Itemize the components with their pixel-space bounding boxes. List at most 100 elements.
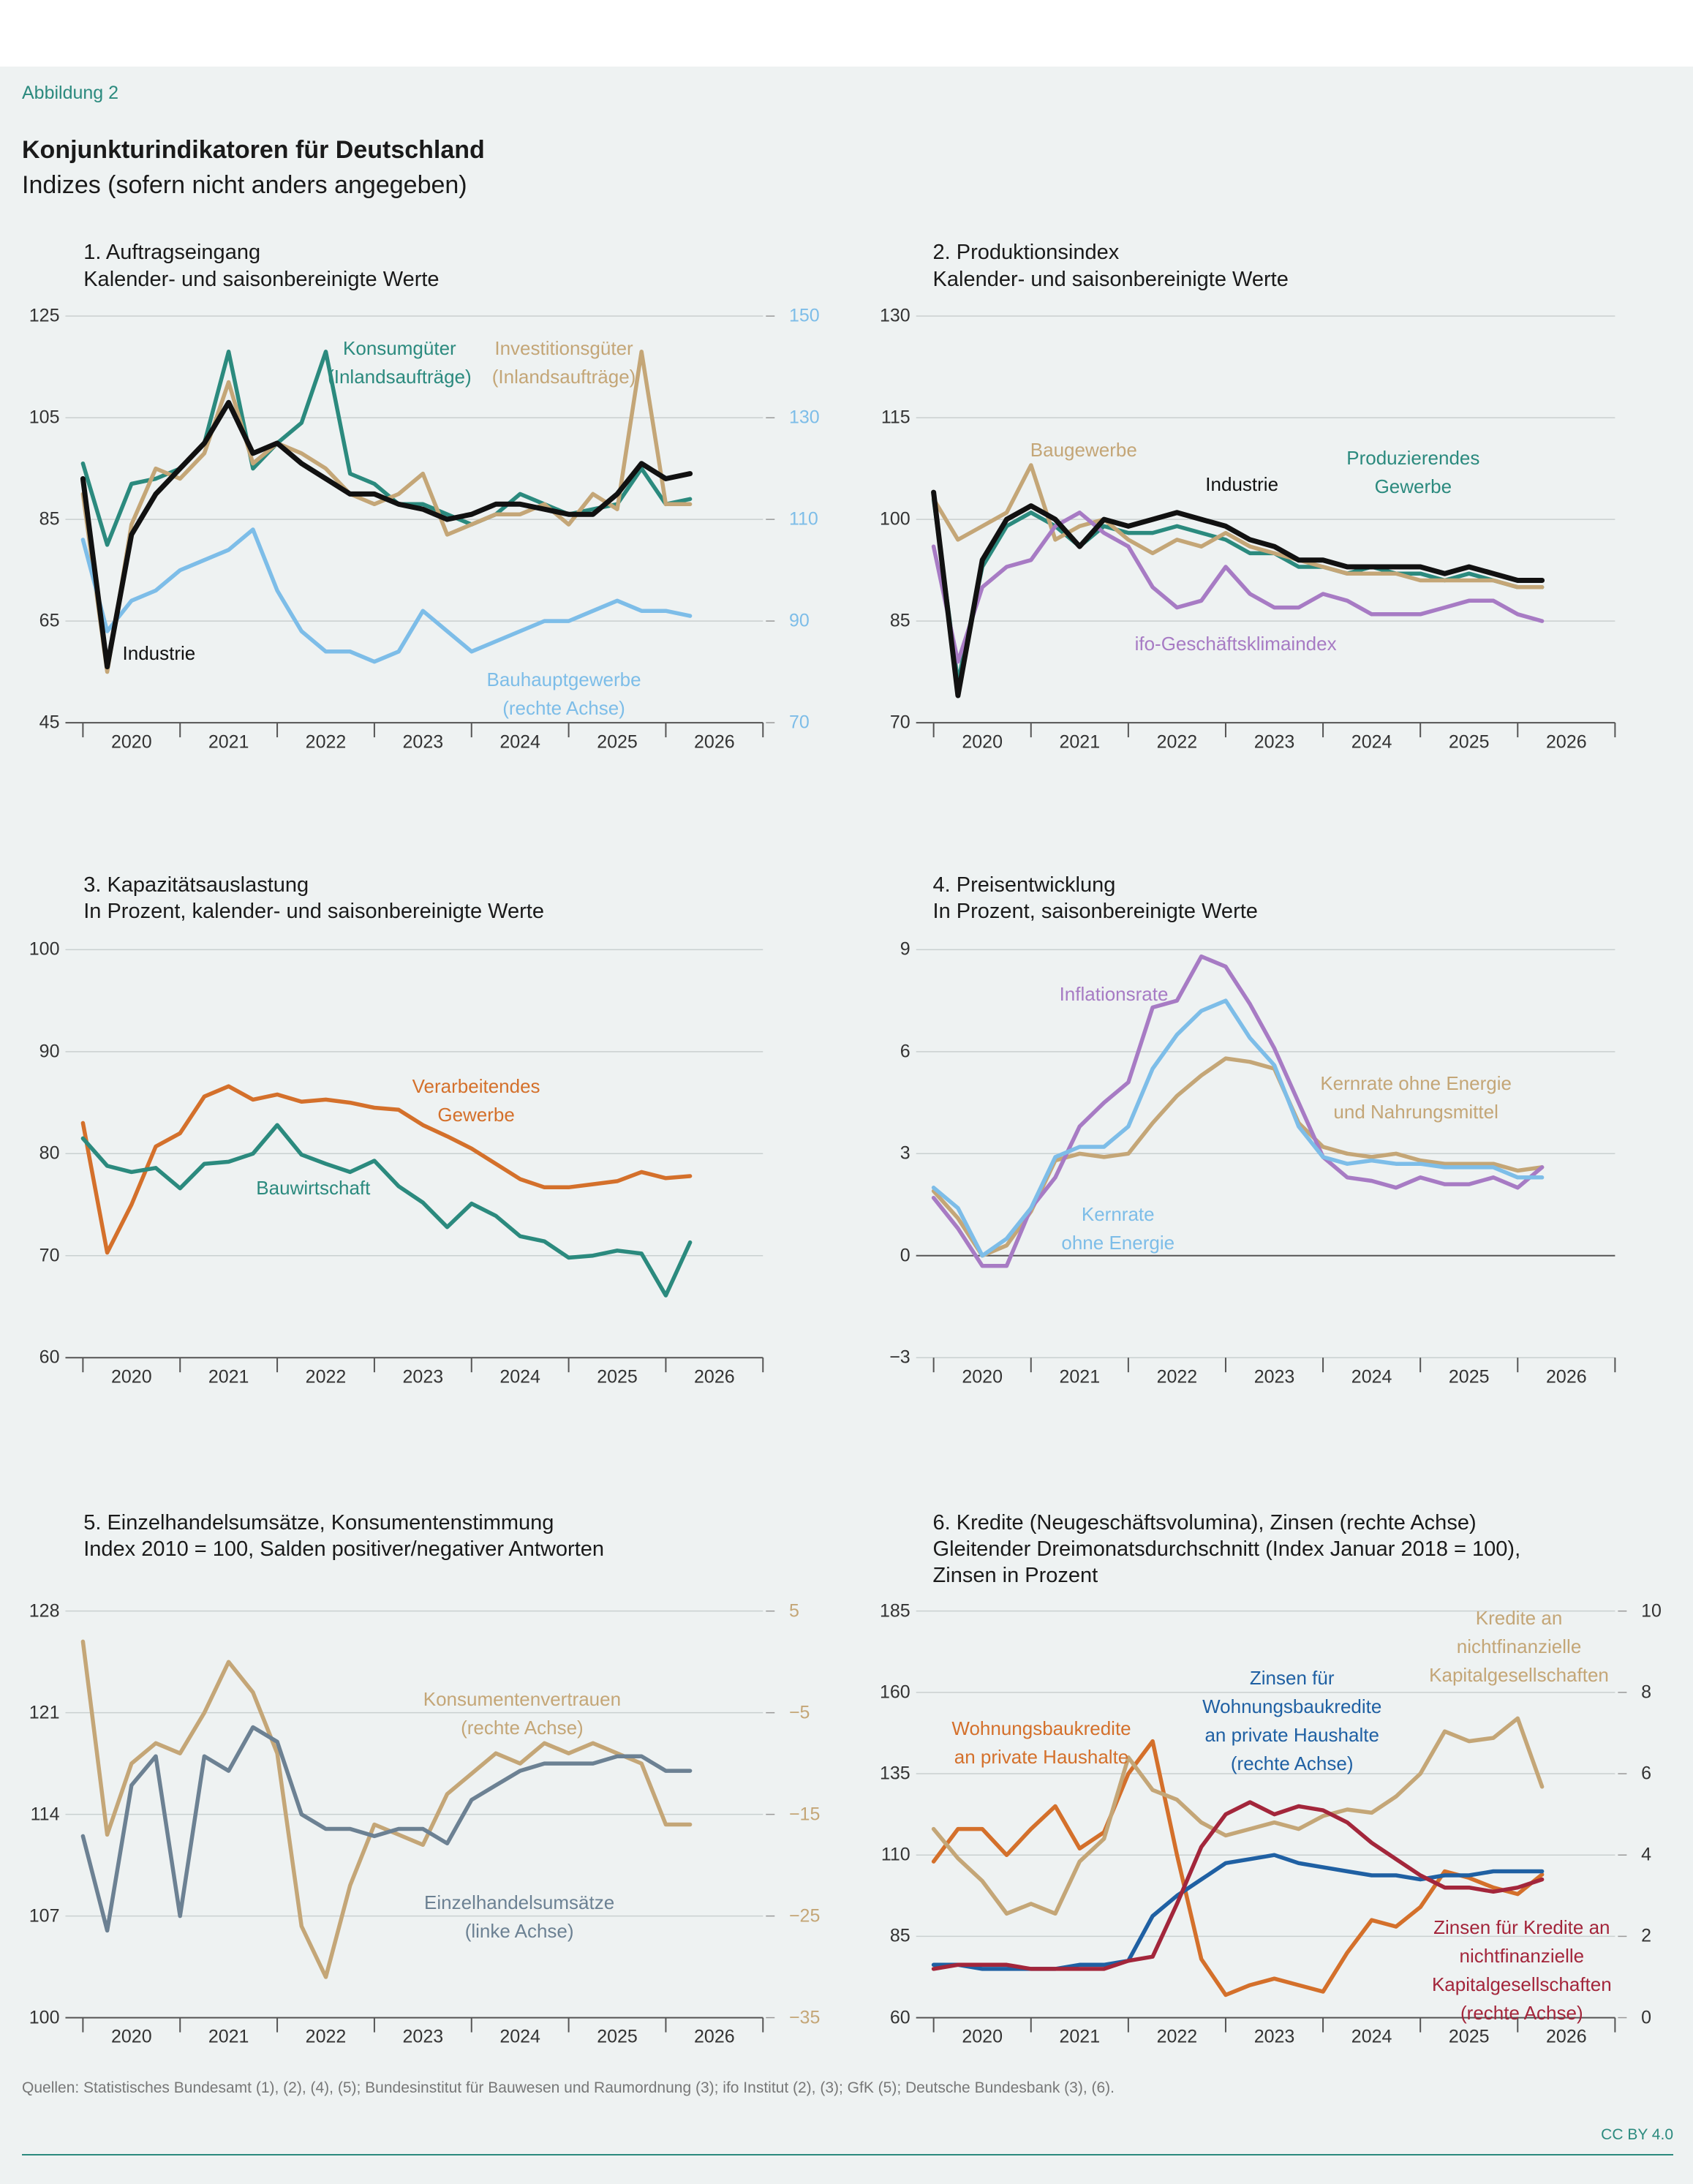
x-tick-label: 2022	[305, 731, 347, 753]
y2-tick-label: 4	[1641, 1844, 1651, 1865]
footer-rule	[22, 2154, 1673, 2155]
line-series	[931, 489, 1545, 698]
y-tick-label: 128	[29, 1600, 60, 1622]
x-tick-label: 2026	[694, 1366, 735, 1387]
y-tick-label: 115	[881, 407, 910, 428]
x-tick-label: 2024	[1351, 731, 1392, 753]
y2-tick-label: −5	[788, 1702, 810, 1723]
y-tick-label: 90	[39, 1041, 60, 1062]
chart-title: 5. Einzelhandelsumsätze, Konsumentenstim…	[83, 1510, 554, 1535]
series-label: Kernrate ohne Energie und Nahrungsmittel	[1320, 1072, 1512, 1123]
page-subtitle: Indizes (sofern nicht anders angegeben)	[22, 171, 467, 199]
series-label: Produzierendes Gewerbe	[1346, 447, 1480, 498]
line-series	[931, 511, 1545, 664]
x-tick-label: 2020	[110, 1366, 152, 1387]
page-title: Konjunkturindikatoren für Deutschland	[22, 136, 485, 164]
x-tick-label: 2020	[962, 731, 1003, 753]
chart-subtitle: Index 2010 = 100, Salden positiver/negat…	[83, 1537, 605, 1561]
chart-title: 4. Preisentwicklung	[932, 873, 1116, 897]
x-tick-label: 2022	[1156, 2026, 1198, 2047]
chart-title: 6. Kredite (Neugeschäftsvolumina), Zinse…	[932, 1510, 1477, 1535]
y-tick-label: 135	[879, 1763, 910, 1784]
y-tick-label: 60	[889, 2007, 910, 2028]
x-tick-label: 2022	[305, 2026, 347, 2047]
line-series	[80, 1123, 693, 1298]
y-tick-label: 114	[30, 1804, 60, 1825]
y-tick-label: 185	[879, 1600, 910, 1622]
y-tick-label: 6	[900, 1041, 910, 1062]
series-label: ifo-Geschäftsklimaindex	[1134, 632, 1337, 655]
x-tick-label: 2021	[1059, 1366, 1101, 1387]
figure-label: Abbildung 2	[22, 83, 119, 103]
y2-tick-label: 6	[1641, 1763, 1651, 1784]
x-tick-label: 2025	[597, 731, 638, 753]
x-tick-label: 2026	[1546, 2026, 1587, 2047]
y-tick-label: 107	[29, 1905, 60, 1927]
x-tick-label: 2023	[402, 731, 444, 753]
y2-tick-label: −35	[788, 2007, 821, 2028]
x-tick-label: 2024	[1351, 2026, 1392, 2047]
x-tick-label: 2026	[694, 2026, 735, 2047]
series-label: Bauwirtschaft	[256, 1176, 371, 1199]
x-tick-label: 2026	[1546, 1366, 1587, 1387]
series-label: Zinsen für Kredite an nichtfinanzielle K…	[1431, 1916, 1612, 2024]
series-label: Konsumgüter (Inlandsaufträge)	[328, 336, 472, 388]
line-series	[80, 1084, 693, 1255]
series-label: Zinsen für Wohnungsbaukredite an private…	[1202, 1667, 1382, 1775]
x-tick-label: 2024	[1351, 1366, 1392, 1387]
source: Quellen: Statistisches Bundesamt (1), (2…	[22, 2079, 1115, 2096]
x-tick-label: 2021	[208, 2026, 249, 2047]
y2-tick-label: 10	[1641, 1600, 1662, 1622]
y-tick-label: 70	[39, 1245, 60, 1266]
x-tick-label: 2020	[110, 2026, 152, 2047]
line-series	[931, 1716, 1545, 1916]
y2-tick-label: 8	[1641, 1682, 1651, 1703]
series-label: Investitionsgüter (Inlandsaufträge)	[491, 336, 636, 388]
y-tick-label: 100	[29, 2007, 60, 2028]
x-tick-label: 2022	[1156, 731, 1198, 753]
chart-subtitle: In Prozent, kalender- und saisonbereinig…	[83, 899, 544, 923]
chart-subtitle: In Prozent, saisonbereinigte Werte	[932, 899, 1258, 923]
x-tick-label: 2022	[1156, 1366, 1198, 1387]
series-label: Baugewerbe	[1030, 438, 1137, 461]
y-tick-label: 85	[889, 1925, 910, 1946]
series-label: Kernrate ohne Energie	[1061, 1203, 1175, 1254]
series-label: Einzelhandelsumsätze (linke Achse)	[424, 1891, 615, 1942]
line-series	[931, 1800, 1545, 1971]
chart-title: 2. Produktionsindex	[932, 241, 1120, 265]
line-series	[80, 399, 693, 670]
x-tick-label: 2023	[1253, 2026, 1295, 2047]
y2-tick-label: 5	[788, 1600, 799, 1622]
x-tick-label: 2025	[1448, 731, 1490, 753]
chart-subtitle: Kalender- und saisonbereinigte Werte	[932, 267, 1289, 291]
line-series	[80, 1725, 693, 1933]
line-series	[80, 1639, 693, 1979]
y-tick-label: 65	[39, 610, 60, 631]
x-tick-label: 2021	[208, 731, 249, 753]
x-tick-label: 2024	[499, 1366, 540, 1387]
y-tick-label: 80	[39, 1142, 60, 1164]
series-label: Verarbeitendes Gewerbe	[412, 1074, 540, 1126]
y-tick-label: 160	[879, 1682, 910, 1703]
series-label: Kredite an nichtfinanzielle Kapitalgesel…	[1429, 1607, 1609, 1687]
y-tick-label: 45	[39, 712, 60, 733]
line-series	[80, 527, 693, 664]
y-tick-label: 105	[29, 407, 60, 428]
y-tick-label: 130	[879, 305, 910, 326]
x-tick-label: 2021	[208, 1366, 249, 1387]
y-tick-label: 60	[39, 1347, 60, 1368]
x-tick-label: 2025	[597, 2026, 638, 2047]
x-tick-label: 2025	[597, 1366, 638, 1387]
y-tick-label: −3	[889, 1347, 910, 1368]
line-series	[931, 998, 1545, 1258]
x-tick-label: 2024	[499, 731, 540, 753]
y-tick-label: 3	[900, 1142, 910, 1164]
y-tick-label: 110	[881, 1844, 910, 1865]
chart-subtitle: Kalender- und saisonbereinigte Werte	[83, 267, 440, 291]
top-band	[0, 0, 1693, 67]
x-tick-label: 2022	[305, 1366, 347, 1387]
y2-tick-label: 110	[788, 508, 818, 530]
series-label: Industrie	[122, 641, 196, 664]
x-tick-label: 2021	[1059, 2026, 1101, 2047]
